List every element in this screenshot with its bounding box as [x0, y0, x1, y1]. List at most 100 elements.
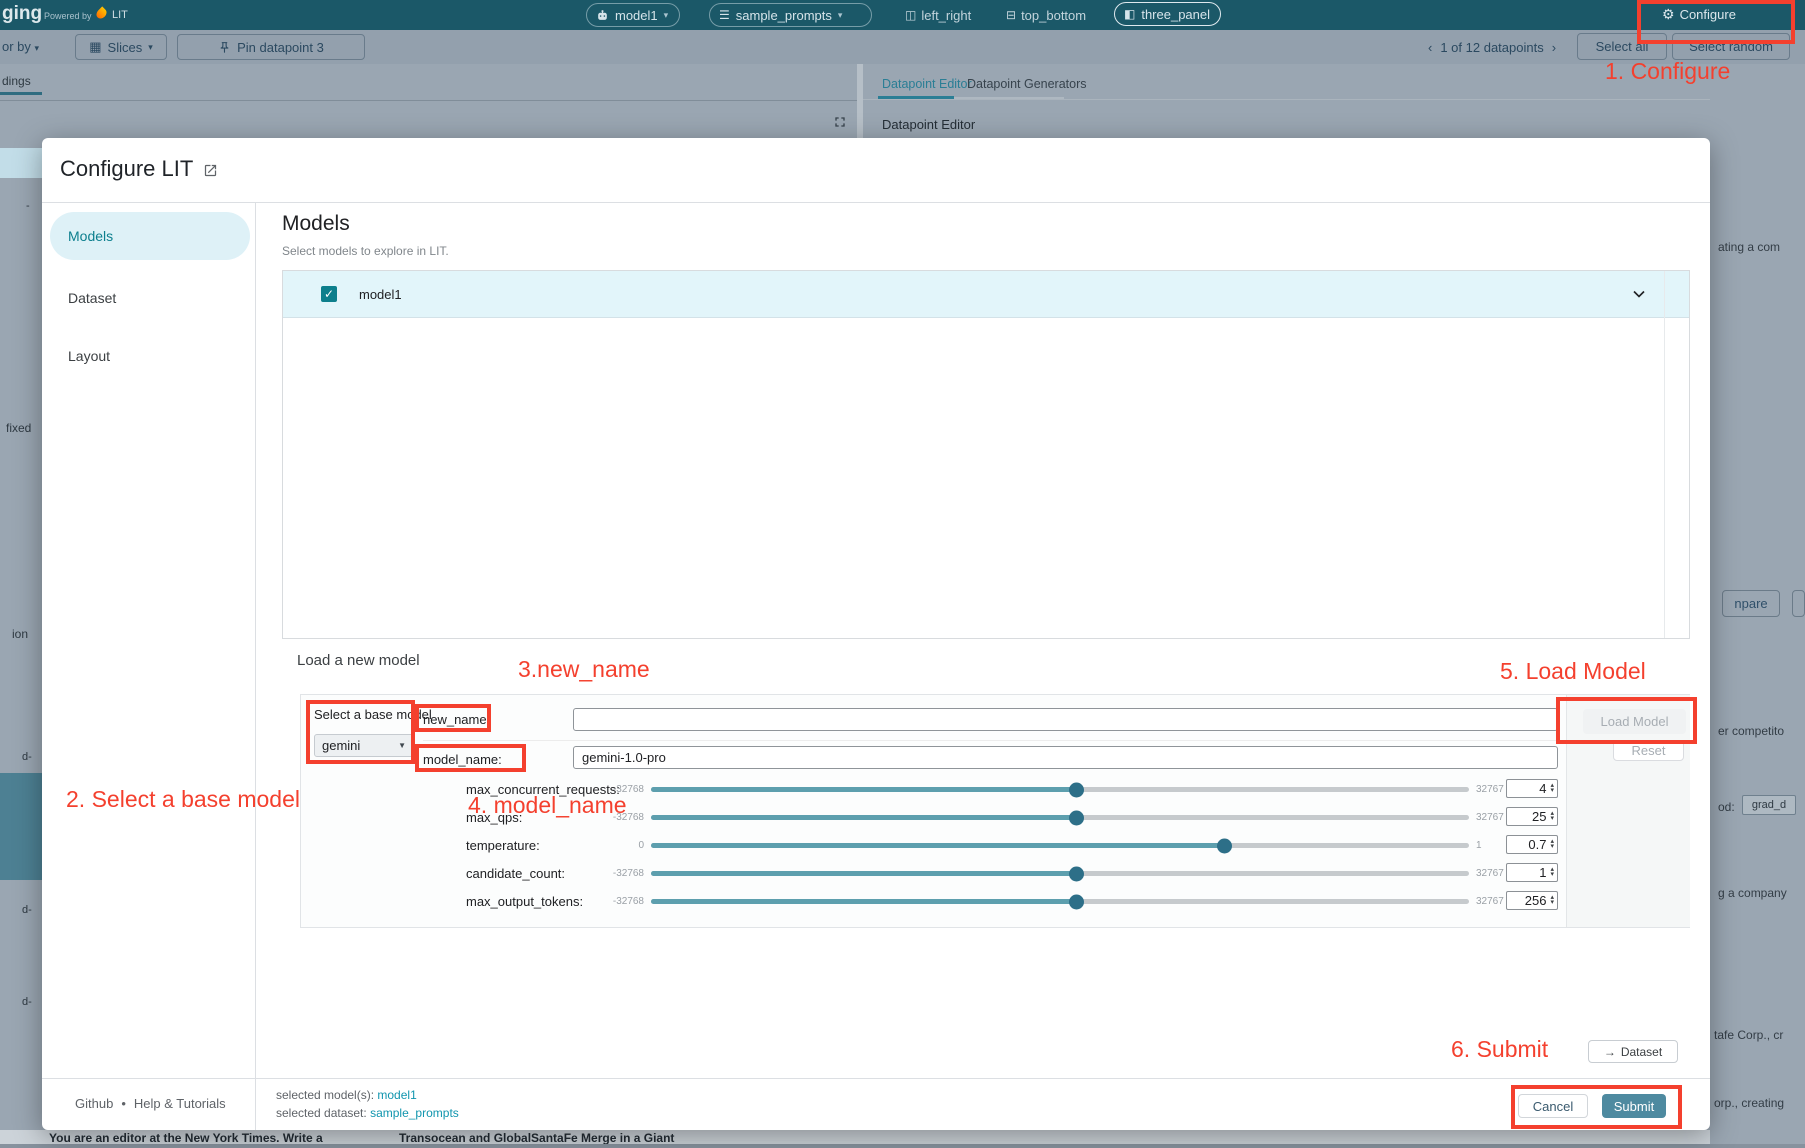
layout-three-panel-label: three_panel	[1141, 6, 1211, 22]
number-input[interactable]: 1 ▴ ▾	[1506, 863, 1558, 882]
slider-row-temperature: temperature: 0 1 0.7 ▴ ▾	[301, 835, 1566, 855]
slider-knob[interactable]	[1216, 838, 1232, 853]
number-input[interactable]: 4 ▴ ▾	[1506, 779, 1558, 798]
slider-track[interactable]	[651, 838, 1469, 853]
dataset-selector-button[interactable]: ☰ sample_prompts ▾	[709, 3, 872, 27]
layout-three-panel-icon: ◧	[1124, 7, 1136, 21]
layout-button-top-bottom[interactable]: ⊟ top_bottom	[1006, 4, 1086, 26]
slider-label: max_concurrent_requests:	[466, 782, 620, 797]
cancel-button[interactable]: Cancel	[1518, 1094, 1588, 1118]
right-fragment: g a company	[1718, 886, 1787, 900]
annotation-text-2: 2. Select a base model	[66, 786, 300, 812]
open-in-new-icon[interactable]	[203, 163, 218, 178]
submit-button[interactable]: Submit	[1602, 1094, 1666, 1118]
github-link[interactable]: Github	[75, 1096, 114, 1111]
gear-icon: ⚙	[1662, 6, 1675, 22]
load-model-button[interactable]: Load Model	[1583, 709, 1686, 734]
model-name-label: model_name:	[423, 752, 502, 767]
left-fragment: d-	[22, 904, 32, 916]
spinner-arrows-icon[interactable]: ▴ ▾	[1550, 781, 1554, 794]
chevron-down-icon[interactable]	[1629, 284, 1649, 304]
pin-datapoint-button[interactable]: Pin datapoint 3	[177, 34, 365, 60]
slider-max: 1	[1476, 840, 1482, 851]
nav-item-dataset[interactable]: Dataset	[50, 278, 250, 318]
layout-button-three-panel[interactable]: ◧ three_panel	[1114, 2, 1221, 26]
annotation-box-model-name	[415, 744, 526, 772]
slider-min: -32768	[612, 896, 644, 907]
slider-track[interactable]	[651, 810, 1469, 825]
next-datapoint-icon[interactable]: ›	[1551, 40, 1557, 55]
method-chip-fragment[interactable]: grad_d	[1742, 795, 1796, 815]
annotation-text-1: 1. Configure	[1605, 58, 1731, 84]
button-fragment[interactable]	[1792, 590, 1805, 617]
spinner-arrows-icon[interactable]: ▴ ▾	[1550, 809, 1554, 822]
slider-track[interactable]	[651, 894, 1469, 909]
slider-knob[interactable]	[1069, 810, 1085, 825]
layout-button-left-right[interactable]: ◫ left_right	[905, 4, 971, 26]
nav-item-layout[interactable]: Layout	[50, 336, 250, 376]
configure-label: Configure	[1679, 6, 1736, 22]
number-value: 25	[1532, 809, 1547, 824]
annotation-text-3: 3.new_name	[518, 656, 650, 682]
cancel-button-label: Cancel	[1532, 1098, 1574, 1114]
caret-down-icon: ▾	[663, 9, 669, 20]
compare-button-label: npare	[1734, 596, 1768, 611]
tab-inactive-underline	[954, 97, 1064, 99]
tab-active-underline	[878, 96, 954, 99]
selected-row-fragment	[0, 773, 42, 880]
spinner-arrows-icon[interactable]: ▴ ▾	[1550, 893, 1554, 906]
reset-button-label: Reset	[1631, 743, 1666, 758]
nav-divider	[255, 202, 256, 1130]
model-checkbox[interactable]: ✓	[321, 286, 337, 302]
slider-row-max-output-tokens: max_output_tokens: -32768 32767 256 ▴ ▾	[301, 891, 1566, 911]
slider-knob[interactable]	[1069, 782, 1085, 797]
dialog-title: Configure LIT	[60, 156, 194, 181]
next-dataset-button[interactable]: → Dataset	[1588, 1040, 1678, 1063]
slider-label: max_output_tokens:	[466, 894, 584, 909]
number-input[interactable]: 256 ▴ ▾	[1506, 891, 1558, 910]
number-value: 0.7	[1528, 837, 1547, 852]
number-input[interactable]: 25 ▴ ▾	[1506, 807, 1558, 826]
right-fragment: ating a com	[1718, 240, 1781, 254]
model-selector-button[interactable]: model1 ▾	[586, 3, 680, 27]
tabbar-divider	[863, 99, 1805, 100]
footer-links: Github • Help & Tutorials	[75, 1096, 226, 1111]
compare-button-fragment[interactable]: npare	[1722, 590, 1780, 617]
model-name-input[interactable]	[573, 746, 1558, 769]
spinner-arrows-icon[interactable]: ▴ ▾	[1550, 837, 1554, 850]
slider-knob[interactable]	[1069, 866, 1085, 881]
slices-button[interactable]: ▦ Slices ▾	[75, 34, 167, 60]
select-all-button[interactable]: Select all	[1577, 33, 1667, 60]
selected-model-status: selected model(s): model1	[276, 1088, 417, 1102]
scrollbar-gutter[interactable]	[1664, 271, 1665, 638]
model-row[interactable]: ✓ model1	[283, 271, 1689, 318]
maximize-panel-icon[interactable]	[832, 114, 848, 130]
spinner-arrows-icon[interactable]: ▴ ▾	[1550, 865, 1554, 878]
new-name-label: new_name:	[423, 712, 491, 727]
selected-dataset-value[interactable]: sample_prompts	[370, 1106, 459, 1120]
left-fragment: fixed	[6, 421, 32, 435]
configure-button[interactable]: ⚙ Configure	[1662, 3, 1736, 25]
embeddings-tab-fragment[interactable]: dings	[2, 74, 31, 88]
active-tab-underline	[0, 92, 42, 95]
arrow-right-icon: →	[1603, 1044, 1616, 1059]
slider-knob[interactable]	[1069, 894, 1085, 909]
slices-label: Slices	[107, 39, 143, 55]
number-input[interactable]: 0.7 ▴ ▾	[1506, 835, 1558, 854]
nav-item-models[interactable]: Models	[50, 212, 250, 260]
color-by-dropdown[interactable]: or by ▾	[2, 39, 39, 54]
selected-model-value[interactable]: model1	[377, 1088, 417, 1102]
slider-track[interactable]	[651, 866, 1469, 881]
help-tutorials-link[interactable]: Help & Tutorials	[133, 1096, 226, 1111]
slider-track[interactable]	[651, 782, 1469, 797]
nav-dataset-label: Dataset	[68, 290, 117, 306]
tab-datapoint-generators[interactable]: Datapoint Generators	[967, 77, 1087, 91]
base-model-select[interactable]: gemini ▼	[314, 734, 414, 757]
tab-datapoint-editor[interactable]: Datapoint Editor	[882, 77, 972, 91]
base-model-label: Select a base model	[314, 707, 432, 722]
prev-datapoint-icon[interactable]: ‹	[1428, 40, 1433, 55]
new-name-input[interactable]	[573, 708, 1558, 731]
slider-row-max-qps: max_qps: -32768 32767 25 ▴ ▾	[301, 807, 1566, 827]
models-list: ✓ model1	[282, 270, 1690, 639]
check-icon: ✓	[323, 287, 335, 301]
